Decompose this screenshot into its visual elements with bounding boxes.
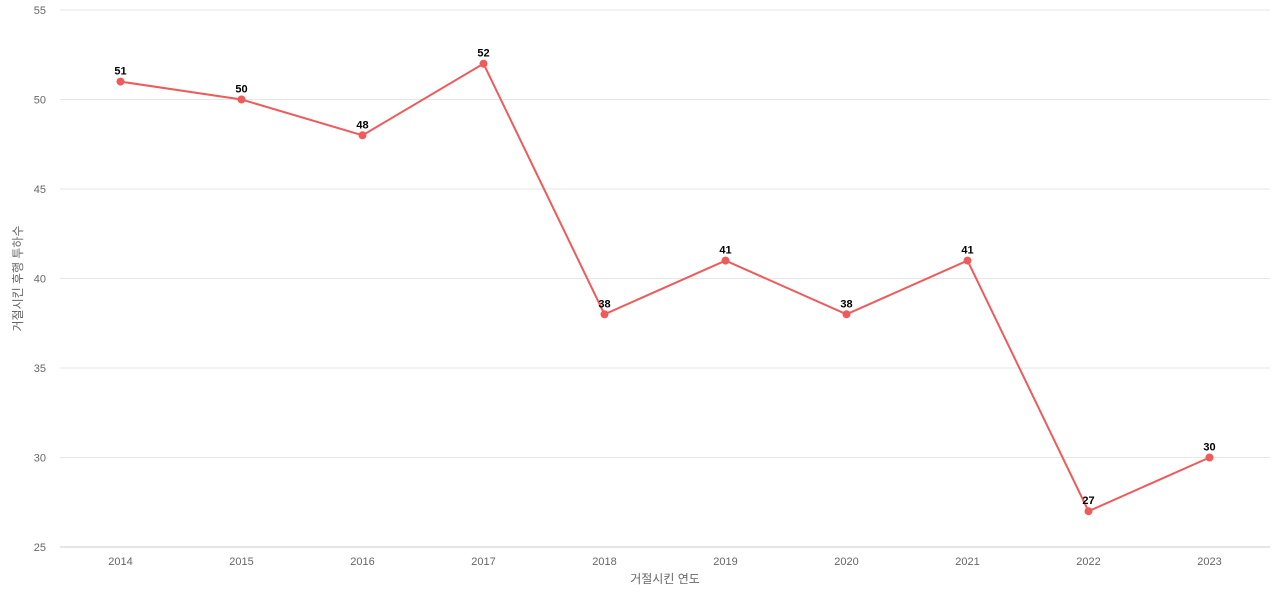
x-tick-label-2023: 2023 [1197, 556, 1221, 568]
data-label-2021: 41 [961, 245, 973, 257]
series-line-0 [120, 62, 1210, 513]
data-point-2022 [1084, 507, 1093, 516]
data-label-2020: 38 [840, 298, 852, 310]
data-point-2014 [116, 77, 125, 86]
y-tick-label-45: 45 [34, 184, 46, 196]
x-tick-label-2018: 2018 [592, 556, 616, 568]
x-tick-label-2022: 2022 [1076, 556, 1100, 568]
x-axis-title: 거절시킨 연도 [630, 572, 700, 586]
data-point-2015 [237, 95, 246, 104]
data-label-2018: 38 [598, 298, 610, 310]
x-tick-label-2015: 2015 [229, 556, 253, 568]
x-tick-label-2014: 2014 [108, 556, 132, 568]
data-point-2017 [479, 59, 488, 68]
x-tick-label-2016: 2016 [350, 556, 374, 568]
axes: 25 30 35 40 45 50 55 2014 2015 2016 2017 2018 2019 20… [34, 5, 1270, 568]
data-point-2021 [963, 256, 972, 265]
data-label-2015: 50 [235, 84, 247, 96]
y-tick-label-35: 35 [34, 363, 46, 375]
data-label-2022: 27 [1082, 495, 1094, 507]
series [116, 59, 1214, 516]
data-label-2023: 30 [1203, 442, 1215, 454]
y-tick-label-55: 55 [34, 5, 46, 17]
y-tick-label-50: 50 [34, 95, 46, 107]
y-tick-label-30: 30 [34, 453, 46, 465]
data-point-2020 [842, 310, 851, 319]
data-label-2014: 51 [114, 66, 126, 78]
data-point-2018 [600, 310, 609, 319]
data-label-2016: 48 [356, 119, 368, 131]
data-label-2019: 41 [719, 245, 731, 257]
data-labels: 51 50 48 52 38 41 38 41 27 30 [114, 48, 1215, 508]
data-point-2019 [721, 256, 730, 265]
data-point-2016 [358, 131, 367, 140]
x-tick-label-2021: 2021 [955, 556, 979, 568]
data-point-2023 [1205, 453, 1214, 462]
y-tick-label-25: 25 [34, 542, 46, 554]
y-tick-label-40: 40 [34, 274, 46, 286]
x-tick-label-2019: 2019 [713, 556, 737, 568]
y-axis-title: 거절시킨 후행 투하수 [10, 225, 25, 331]
x-tick-label-2020: 2020 [834, 556, 858, 568]
gridlines [60, 9, 1270, 458]
data-label-2017: 52 [477, 48, 489, 60]
x-tick-label-2017: 2017 [471, 556, 495, 568]
